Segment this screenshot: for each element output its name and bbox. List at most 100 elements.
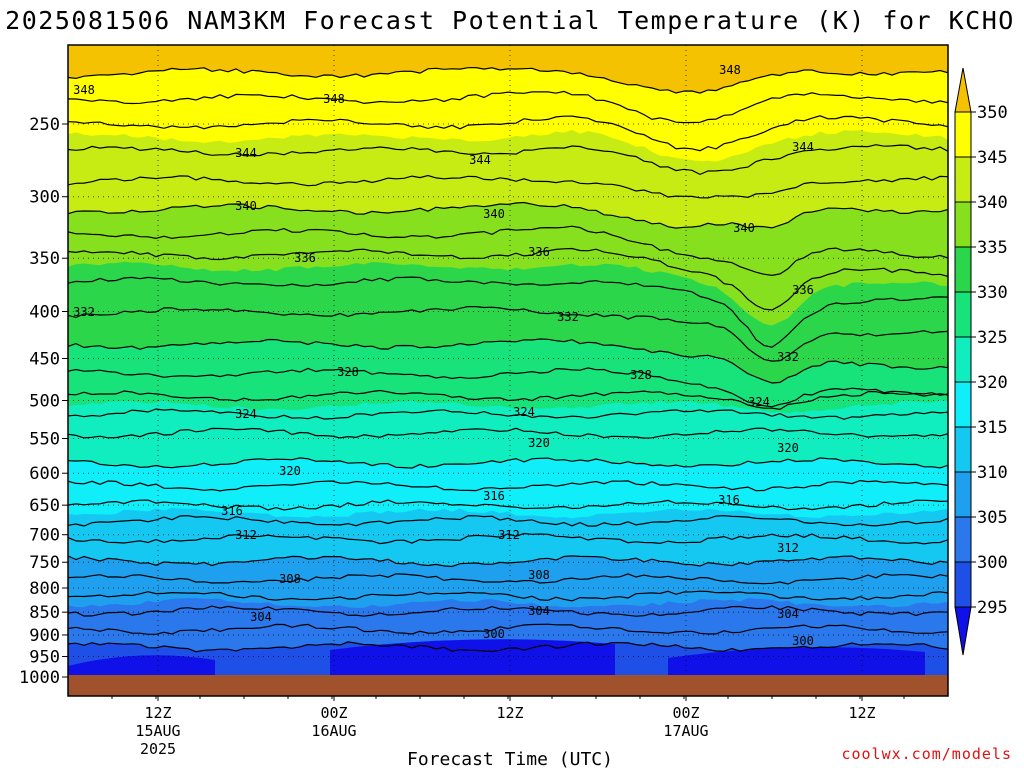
y-tick-label: 1000 — [19, 668, 60, 688]
ground-surface — [68, 675, 948, 696]
contour-label-text: 308 — [528, 568, 550, 582]
filled-contour-bands — [68, 45, 948, 696]
cold-pool-2 — [330, 639, 615, 675]
contour-label-text: 320 — [777, 441, 799, 455]
x-tick-label: 12Z — [496, 704, 523, 722]
contour-label-324: 324 — [513, 405, 535, 419]
y-tick-label: 700 — [29, 526, 60, 546]
contour-labels: 348 348 348 344 344 344 340 340 340 336 336 336 332 3… — [73, 63, 814, 648]
isotherm-lines — [68, 66, 948, 653]
colorbar-label: 335 — [977, 238, 1008, 258]
colorbar-box-320 — [954, 381, 972, 428]
contour-label-text: 348 — [73, 83, 95, 97]
colorbar-label: 325 — [977, 328, 1008, 348]
contour-label-300: 300 — [792, 634, 814, 648]
isotherm-330 — [68, 338, 948, 384]
contour-label-340: 340 — [733, 221, 755, 235]
contour-label-328: 328 — [337, 365, 359, 379]
contour-label-text: 304 — [250, 610, 272, 624]
contour-label-text: 320 — [279, 464, 301, 478]
contour-label-332: 332 — [73, 305, 95, 319]
contour-label-text: 312 — [235, 528, 257, 542]
contour-label-312: 312 — [498, 528, 520, 542]
contour-label-text: 348 — [719, 63, 741, 77]
isotherm-346 — [68, 115, 948, 152]
contour-label-text: 340 — [235, 199, 257, 213]
contour-label-320: 320 — [777, 441, 799, 455]
contour-label-text: 300 — [792, 634, 814, 648]
colorbar-label: 300 — [977, 553, 1008, 573]
contour-label-328: 328 — [630, 368, 652, 382]
isotherm-332 — [68, 306, 948, 362]
contour-label-text: 336 — [792, 283, 814, 297]
contour-label-text: 332 — [73, 305, 95, 319]
contour-label-340: 340 — [235, 199, 257, 213]
isotherm-306 — [68, 590, 948, 602]
contour-label-336: 336 — [528, 245, 550, 259]
isotherm-316 — [68, 499, 948, 511]
y-axis: 250 300 350 400 450 500 550 600 650 700 750 800 850 9… — [19, 115, 68, 688]
isotherm-300 — [68, 641, 948, 653]
source-label: coolwx.com/models — [841, 745, 1012, 763]
x-tick-label: 15AUG — [135, 722, 180, 740]
isotherm-348 — [68, 90, 948, 124]
isotherm-340 — [68, 201, 948, 229]
colorbar-box-340 — [954, 201, 972, 248]
contour-label-text: 316 — [483, 489, 505, 503]
colorbar-box-325 — [954, 336, 972, 383]
y-tick-label: 550 — [29, 430, 60, 450]
contour-label-300: 300 — [483, 627, 505, 641]
isotherm-334 — [68, 276, 948, 348]
contour-label-text: 336 — [528, 245, 550, 259]
contour-label-text: 312 — [498, 528, 520, 542]
contour-label-336: 336 — [294, 251, 316, 265]
y-tick-label: 800 — [29, 579, 60, 599]
contour-label-text: 340 — [483, 207, 505, 221]
colorbar-box-305 — [954, 516, 972, 563]
contour-label-312: 312 — [777, 541, 799, 555]
x-axis-label: Forecast Time (UTC) — [407, 749, 613, 768]
contour-label-text: 344 — [235, 146, 257, 160]
cold-pool-1 — [68, 655, 215, 675]
contour-label-304: 304 — [250, 610, 272, 624]
x-tick-label: 12Z — [144, 704, 171, 722]
y-tick-label: 600 — [29, 464, 60, 484]
isotherm-322 — [68, 427, 948, 439]
isotherm-302 — [68, 623, 948, 635]
contour-label-text: 328 — [630, 368, 652, 382]
isotherm-326 — [68, 389, 948, 411]
chart-title: 2025081506 NAM3KM Forecast Potential Tem… — [5, 6, 1015, 35]
x-tick-label: 2025 — [140, 740, 176, 758]
contour-label-308: 308 — [528, 568, 550, 582]
contour-label-308: 308 — [279, 572, 301, 586]
contour-label-text: 320 — [528, 436, 550, 450]
contour-label-text: 300 — [483, 627, 505, 641]
isotherm-314 — [68, 515, 948, 527]
contour-label-320: 320 — [528, 436, 550, 450]
contour-label-316: 316 — [718, 493, 740, 507]
colorbar-box-345 — [954, 156, 972, 203]
contour-label-316: 316 — [483, 489, 505, 503]
contour-label-324: 324 — [748, 395, 770, 409]
x-tick-label: 12Z — [848, 704, 875, 722]
contour-label-348: 348 — [719, 63, 741, 77]
isotherm-350 — [68, 66, 948, 94]
x-tick-label: 16AUG — [311, 722, 356, 740]
contour-label-text: 312 — [777, 541, 799, 555]
contour-label-336: 336 — [792, 283, 814, 297]
isotherm-304 — [68, 605, 948, 617]
contour-label-text: 328 — [337, 365, 359, 379]
y-tick-label: 350 — [29, 249, 60, 269]
colorbar-label: 295 — [977, 598, 1008, 618]
contour-label-text: 316 — [718, 493, 740, 507]
contour-label-316: 316 — [221, 504, 243, 518]
x-tick-label: 17AUG — [663, 722, 708, 740]
y-tick-label: 300 — [29, 188, 60, 208]
colorbar-box-310 — [954, 471, 972, 518]
contour-label-324: 324 — [235, 407, 257, 421]
isotherm-338 — [68, 225, 948, 277]
colorbar-label: 345 — [977, 148, 1008, 168]
isotherm-344 — [68, 144, 948, 176]
